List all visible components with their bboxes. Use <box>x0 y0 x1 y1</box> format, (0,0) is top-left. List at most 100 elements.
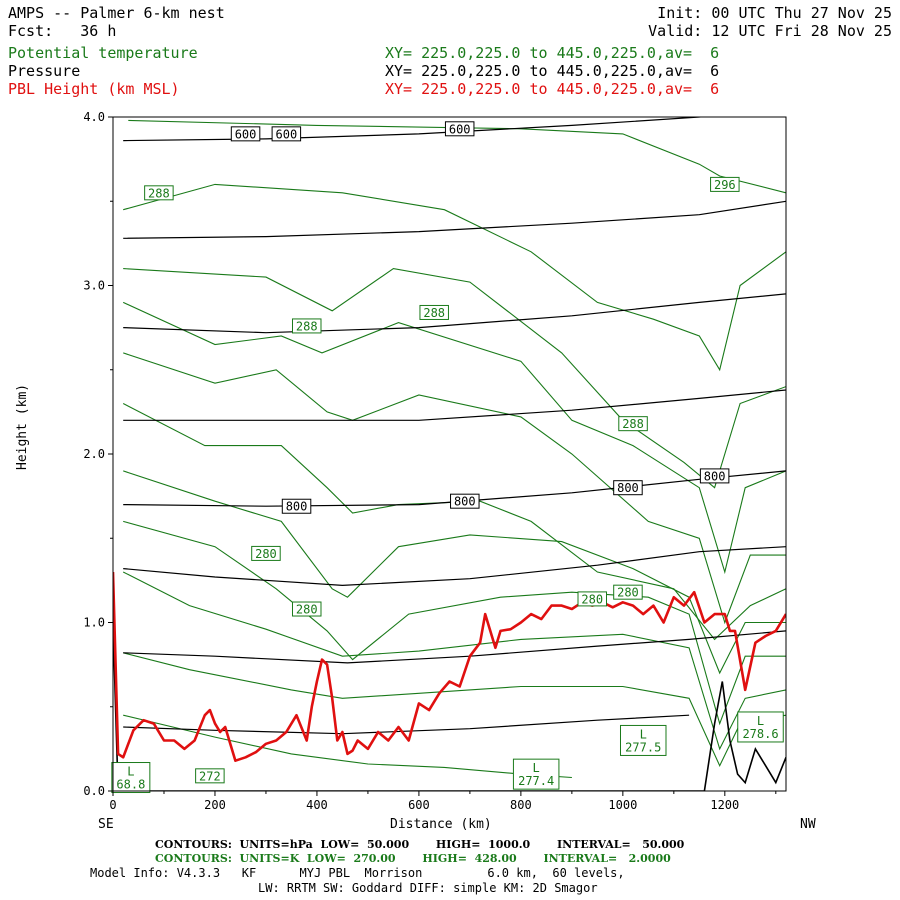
svg-text:L: L <box>127 765 134 779</box>
contour-labels: 600 600 600 800 800 800 800 296 288 288 288 288 280 2… <box>111 121 784 794</box>
pressure-label-3: 800 <box>281 498 312 514</box>
pressure-label-0: 600 <box>230 126 261 141</box>
svg-text:600: 600 <box>235 127 257 141</box>
pressure-label-6: 800 <box>699 468 730 484</box>
theta-label-1: 288 <box>144 185 174 201</box>
init-time: Init: 00 UTC Thu 27 Nov 25 <box>657 4 892 22</box>
theta-label-3: 288 <box>419 304 449 320</box>
svg-text:296: 296 <box>714 178 736 192</box>
theta-contour-284 <box>122 403 786 641</box>
forecast-hour: Fcst: 36 h <box>8 22 117 40</box>
y-tick-label: 0.0 <box>83 784 105 798</box>
pressure-label-4: 800 <box>450 493 480 509</box>
theta-label-7: 280 <box>577 591 608 607</box>
theta-label-9: 272 <box>195 768 225 784</box>
theta-contour-286 <box>123 352 786 625</box>
x-tick-label: 400 <box>306 798 328 812</box>
theta-contour-288 <box>122 301 786 575</box>
axes: 0 200 400 600 800 1000 1200 0.0 1.0 2.0 3.0 4.0 <box>83 110 787 812</box>
x-tick-label: 1200 <box>710 798 739 812</box>
pressure-label-2: 600 <box>444 121 475 137</box>
x-axis-left-end: SE <box>98 817 114 832</box>
x-tick-label: 600 <box>408 798 430 812</box>
terrain <box>113 622 786 791</box>
y-tick-label: 2.0 <box>83 447 105 461</box>
svg-text:800: 800 <box>704 469 726 483</box>
pressure-contours <box>123 117 786 735</box>
svg-text:280: 280 <box>617 586 639 600</box>
field-pressure-name: Pressure <box>8 62 81 80</box>
theta-contour-292 <box>123 183 786 372</box>
field-theta-name: Potential temperature <box>8 44 198 62</box>
svg-text:600: 600 <box>449 122 471 136</box>
svg-text:600: 600 <box>276 127 298 141</box>
svg-text:L: L <box>757 714 764 728</box>
y-tick-label: 3.0 <box>83 279 105 293</box>
pbl-height-line <box>113 571 786 763</box>
x-tick-label: 800 <box>510 798 532 812</box>
y-tick-label: 1.0 <box>83 616 105 630</box>
pressure-contour-700 <box>123 293 786 334</box>
svg-text:280: 280 <box>581 592 603 606</box>
valid-time: Valid: 12 UTC Fri 28 Nov 25 <box>648 22 892 40</box>
svg-text:288: 288 <box>423 306 445 320</box>
field-pressure-xy: XY= 225.0,225.0 to 445.0,225.0,av= 6 <box>385 62 720 80</box>
theta-label-4: 288 <box>618 416 648 432</box>
pressure-contour-950 <box>123 714 690 735</box>
svg-text:280: 280 <box>255 547 277 561</box>
y-tick-label: 4.0 <box>83 110 105 124</box>
x-axis-title: Distance (km) <box>390 817 492 832</box>
pbl-layer <box>113 571 786 763</box>
theta-contour-290 <box>123 268 786 489</box>
footer-pressure-contours: CONTOURS: UNITS=hPa LOW= 50.000 HIGH= 10… <box>155 838 685 851</box>
svg-text:280: 280 <box>296 603 318 617</box>
pressure-label-1: 600 <box>271 126 302 141</box>
pressure-contour-850 <box>123 546 786 587</box>
footer-model-info-1: Model Info: V4.3.3 KF MYJ PBL Morrison 6… <box>90 866 625 880</box>
pressure-contour-650 <box>123 200 786 239</box>
theta-contour-296 <box>128 119 786 194</box>
theta-contour-276 <box>123 652 786 767</box>
plot-frame <box>112 116 787 792</box>
theta-label-6: 280 <box>291 601 322 617</box>
pressure-contour-750 <box>123 389 786 421</box>
pressure-label-5: 800 <box>613 480 643 496</box>
field-pbl-name: PBL Height (km MSL) <box>8 80 180 98</box>
svg-text:272: 272 <box>199 769 221 783</box>
theta-label-8: 280 <box>613 584 643 600</box>
theta-contours <box>122 119 786 779</box>
theta-contour-280 <box>123 520 786 726</box>
chart-title: AMPS -- Palmer 6-km nest <box>8 4 225 22</box>
svg-text:800: 800 <box>454 495 476 509</box>
svg-text:277.4: 277.4 <box>518 774 554 788</box>
y-axis-title: Height (km) <box>15 383 30 470</box>
svg-text:288: 288 <box>148 186 170 200</box>
svg-text:288: 288 <box>622 417 644 431</box>
svg-text:278.6: 278.6 <box>742 727 778 741</box>
x-tick-label: 0 <box>109 798 116 812</box>
terrain-line <box>113 622 786 791</box>
footer-theta-contours: CONTOURS: UNITS=K LOW= 270.00 HIGH= 428.… <box>155 852 671 865</box>
field-pbl-xy: XY= 225.0,225.0 to 445.0,225.0,av= 6 <box>385 80 720 98</box>
theta-label-5: 280 <box>251 545 281 561</box>
svg-text:288: 288 <box>296 319 318 333</box>
field-theta-xy: XY= 225.0,225.0 to 445.0,225.0,av= 6 <box>385 44 720 62</box>
theta-label-0: 296 <box>710 176 740 192</box>
svg-text:800: 800 <box>617 481 639 495</box>
theta-contour-274 <box>123 714 572 779</box>
theta-contour-278 <box>122 571 786 751</box>
svg-text:68.8: 68.8 <box>116 778 145 792</box>
x-tick-label: 1000 <box>608 798 637 812</box>
theta-contour-282 <box>123 470 786 675</box>
x-axis-right-end: NW <box>800 817 816 832</box>
x-tick-label: 200 <box>204 798 226 812</box>
svg-text:L: L <box>640 727 647 741</box>
footer-model-info-2: LW: RRTM SW: Goddard DIFF: simple KM: 2D… <box>258 881 598 895</box>
theta-minimum-label-3: L68.8 <box>111 762 151 794</box>
svg-text:800: 800 <box>286 500 308 514</box>
svg-text:277.5: 277.5 <box>625 740 661 754</box>
